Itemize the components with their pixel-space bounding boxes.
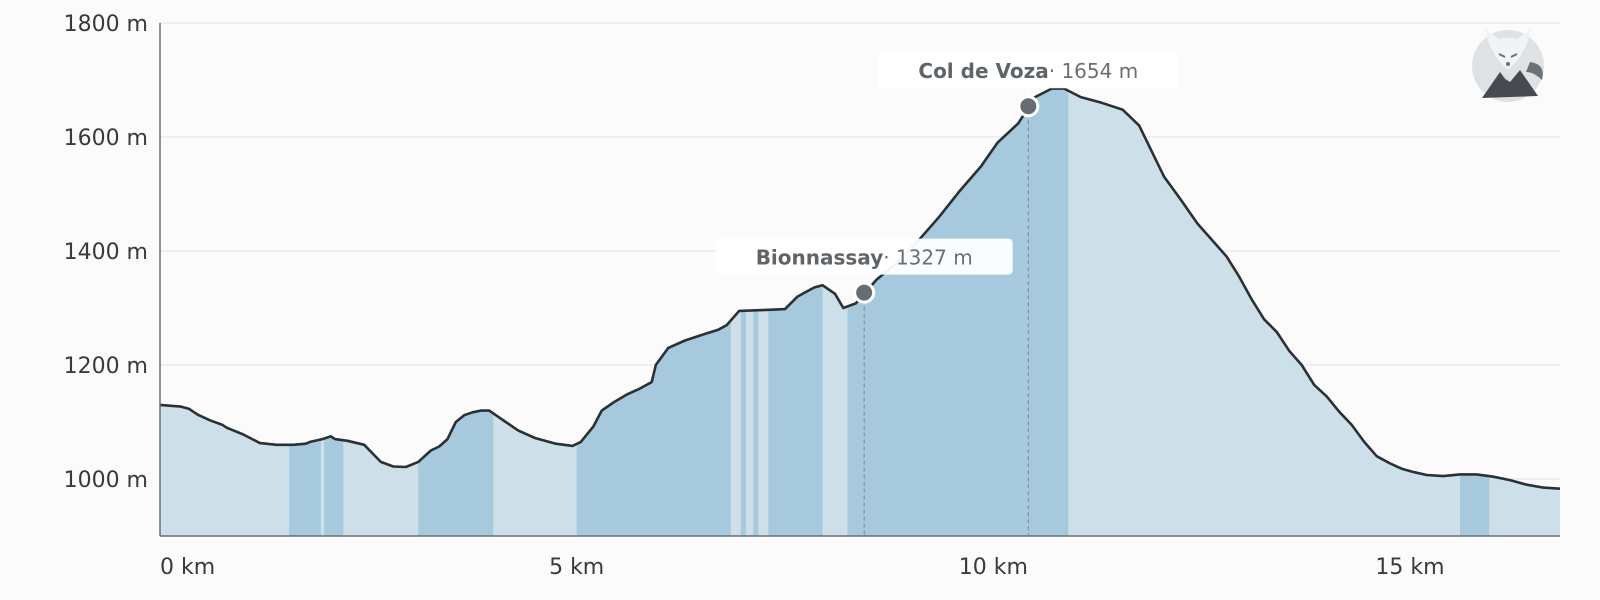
waypoint-label-box [715,238,1013,275]
waypoint-elevation: · 1654 m [1049,59,1138,83]
x-tick-label: 0 km [160,555,215,580]
axes: 1000 m 1200 m 1400 m 1600 m 1800 m 0 km 5 km 10… [64,12,1560,580]
waypoint-elevation: · 1327 m [883,246,972,270]
highlight-band [740,310,746,536]
waypoint-markers: Bionnassay· 1327 m Col de Voza· 1654 m [715,52,1179,536]
y-tick-label: 1600 m [64,126,148,151]
highlight-band [768,285,823,536]
elevation-line [159,87,1561,490]
y-tick-label: 1400 m [64,240,148,265]
x-tick-label: 5 km [549,555,604,580]
waypoint-label-box [878,52,1179,89]
highlight-band [847,88,1069,536]
y-tick-label: 1000 m [64,468,148,493]
highlight-band [418,410,494,536]
x-tick-label: 10 km [959,555,1028,580]
highlight-band [753,310,759,536]
highlight-band [1460,474,1490,536]
waypoint-label: Bionnassay· 1327 m [756,246,973,270]
fox-mountain-icon [1472,28,1544,102]
y-tick-label: 1800 m [64,12,148,37]
elevation-area [159,87,1561,536]
highlight-band [576,320,731,536]
highlight-band [324,436,344,536]
waypoint-dot [853,281,876,304]
waypoint-dot [1017,95,1040,118]
waypoint-name: Col de Voza [918,59,1048,83]
y-tick-label: 1200 m [64,354,148,379]
x-tick-label: 15 km [1375,555,1444,580]
highlight-band [289,439,321,536]
waypoint-name: Bionnassay [756,246,884,270]
waypoint-label: Col de Voza· 1654 m [918,59,1138,83]
